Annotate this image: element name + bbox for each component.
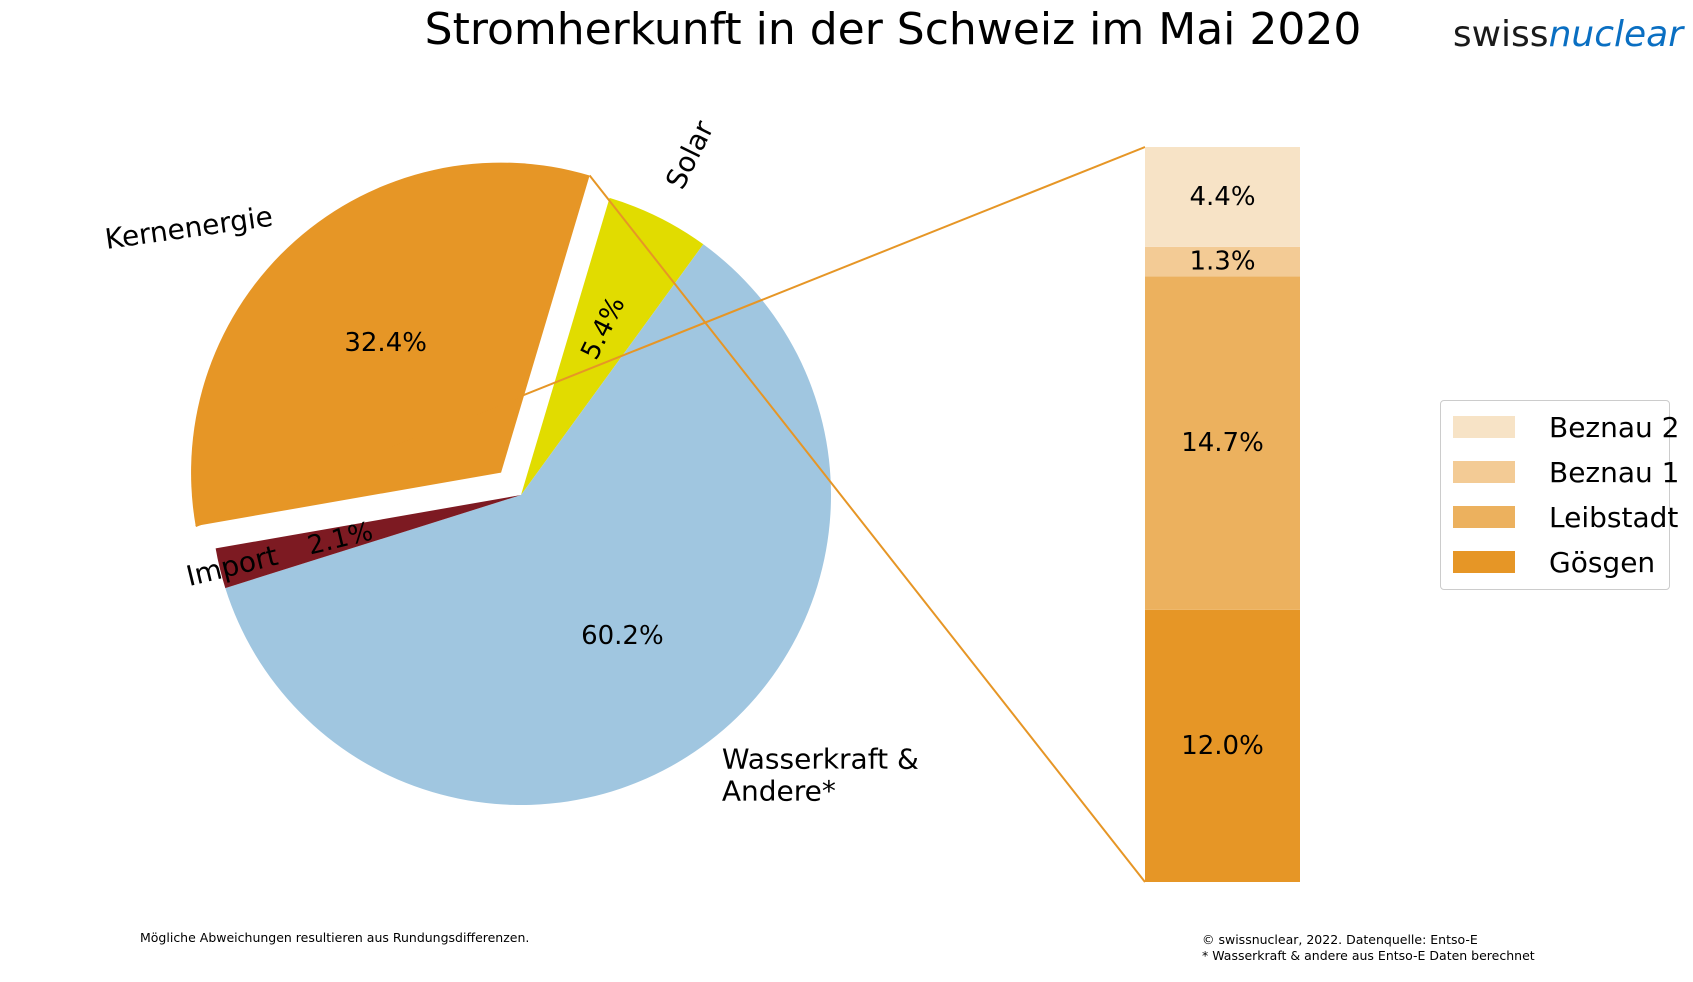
rounding-note: Mögliche Abweichungen resultieren aus Ru… [140,930,530,945]
legend-item-beznau-1: Beznau 1 [1453,455,1680,489]
source-line-1: © swissnuclear, 2022. Datenquelle: Entso… [1202,932,1478,947]
bar-segment-gosgen [1145,609,1300,882]
logo-part-swiss: swiss [1452,14,1549,55]
legend-label-beznau-1: Beznau 1 [1549,455,1680,489]
legend-item-gosgen: Gösgen [1453,545,1656,579]
legend-label-gosgen: Gösgen [1549,545,1656,579]
source-note: © swissnuclear, 2022. Datenquelle: Entso… [1202,932,1535,964]
stacked-bar-chart: 12.0% 14.7% 1.3% 4.4% [1145,147,1300,882]
bar-value-label-beznau-1: 1.3% [1189,247,1255,277]
connector-line-bottom [588,174,1146,883]
legend-item-leibstadt: Leibstadt [1453,500,1679,534]
pie-category-label-wasserkraft-andere: Wasserkraft & Andere* [722,742,919,807]
bar-value-label-beznau-2: 4.4% [1189,182,1255,212]
swissnuclear-logo: swissnuclear [1453,14,1683,55]
legend-item-beznau-2: Beznau 2 [1453,410,1680,444]
legend: Beznau 2 Beznau 1 Leibstadt Gösgen [1440,400,1680,590]
pie-slice-import [215,495,521,589]
pie-slice-solar [521,197,704,496]
legend-swatch-gosgen [1453,551,1515,573]
pie-slice-kernenergie [191,162,590,527]
legend-swatch-beznau-2 [1453,416,1515,438]
legend-swatch-leibstadt [1453,506,1515,528]
source-line-2: * Wasserkraft & andere aus Entso-E Daten… [1202,948,1535,963]
logo-part-nuclear: nuclear [1548,14,1683,55]
pie-slice-wasserkraft-andere [225,244,831,806]
legend-swatch-beznau-1 [1453,461,1515,483]
connector-line-top [195,146,1146,527]
bar-value-label-gosgen: 12.0% [1181,731,1264,761]
pie-category-label-solar: Solar [659,115,720,194]
pie-value-label-wasserkraft-andere: 60.2% [581,621,664,651]
legend-label-leibstadt: Leibstadt [1549,500,1679,534]
bar-segment-leibstadt [1145,276,1300,610]
pie-category-label-kernenergie: Kernenergie [103,199,275,255]
bar-segment-beznau-2 [1145,147,1300,247]
bar-segment-beznau-1 [1145,246,1300,277]
connector-lines [195,146,1146,883]
chart-title: Stromherkunft in der Schweiz im Mai 2020 [424,4,1362,55]
legend-label-beznau-2: Beznau 2 [1549,410,1680,444]
pie-value-label-kernenergie: 32.4% [344,328,427,358]
bar-value-label-leibstadt: 14.7% [1181,428,1264,458]
